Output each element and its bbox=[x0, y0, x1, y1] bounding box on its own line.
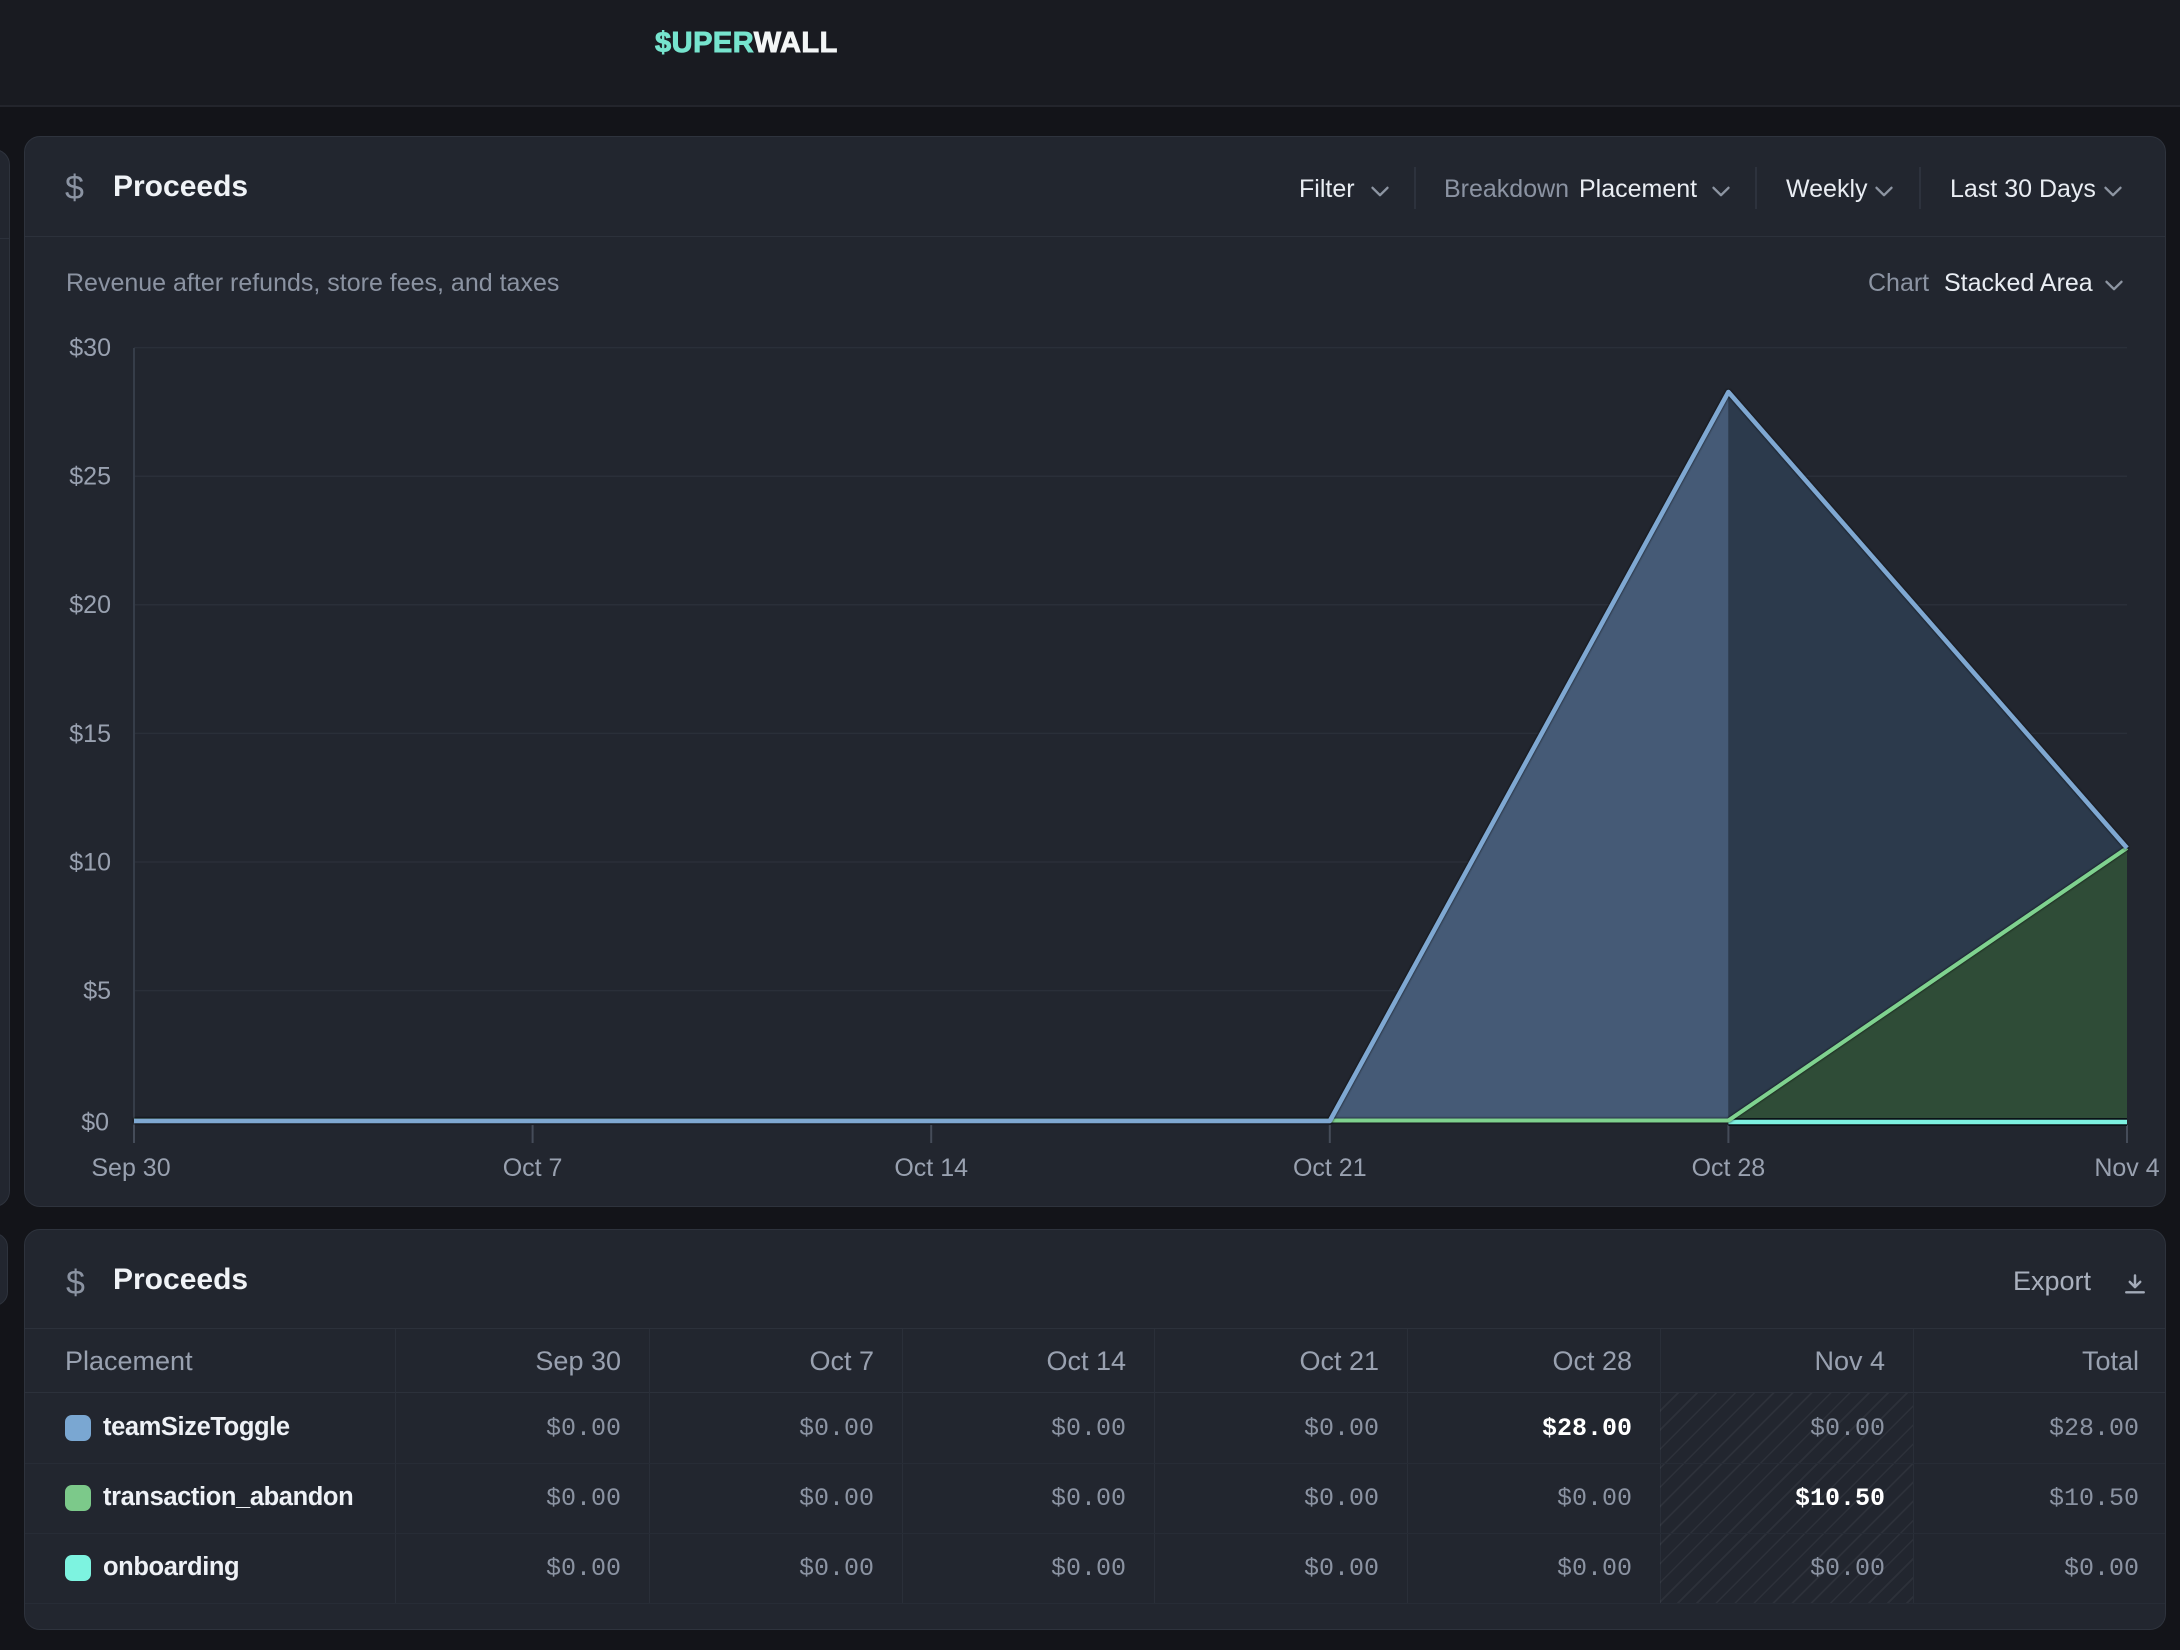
svg-text:Nov 4: Nov 4 bbox=[2094, 1154, 2159, 1182]
svg-text:Oct 28: Oct 28 bbox=[1692, 1154, 1766, 1182]
svg-text:$25: $25 bbox=[69, 463, 111, 491]
svg-text:$20: $20 bbox=[69, 591, 111, 619]
svg-text:Oct 14: Oct 14 bbox=[894, 1154, 968, 1182]
svg-text:Oct 7: Oct 7 bbox=[503, 1154, 563, 1182]
svg-text:$30: $30 bbox=[69, 334, 111, 362]
svg-text:Sep 30: Sep 30 bbox=[91, 1154, 170, 1182]
svg-text:$10: $10 bbox=[69, 848, 111, 876]
svg-text:$0: $0 bbox=[81, 1109, 109, 1137]
svg-text:$5: $5 bbox=[83, 977, 111, 1005]
svg-text:$15: $15 bbox=[69, 720, 111, 748]
svg-text:Oct 21: Oct 21 bbox=[1293, 1154, 1367, 1182]
